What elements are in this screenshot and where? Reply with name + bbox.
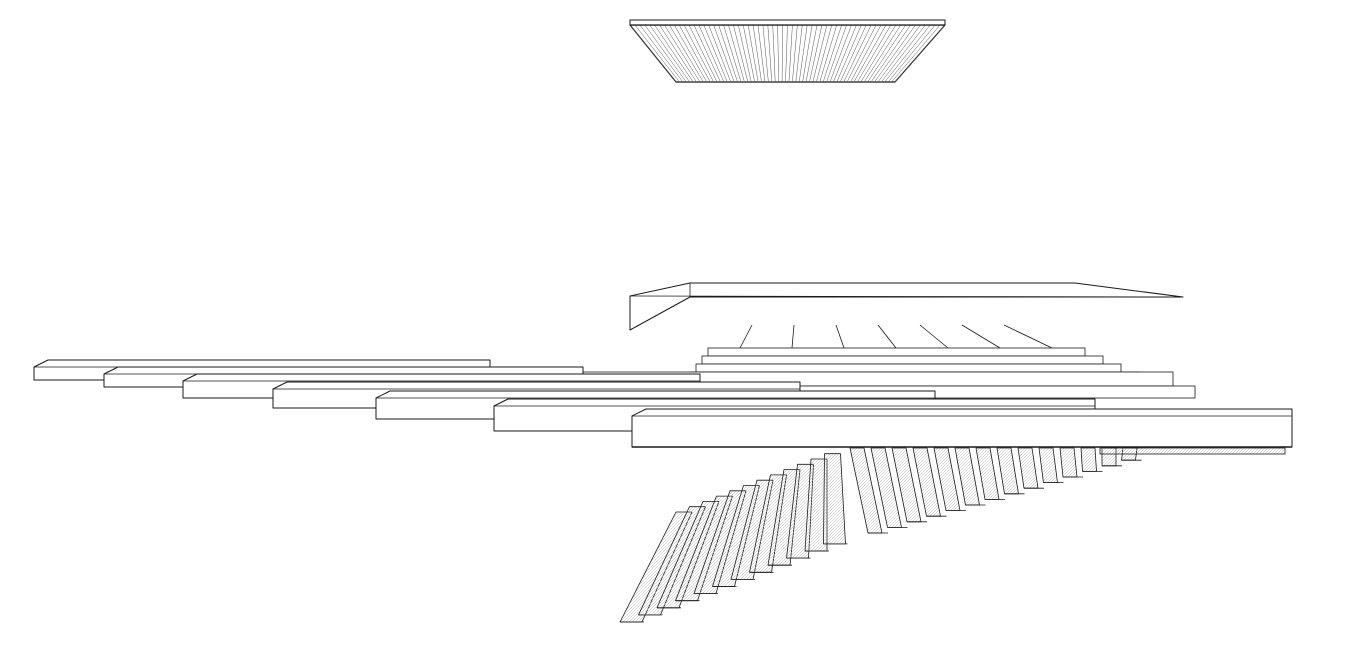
baffle-fin (644, 24, 687, 83)
baffle-panel-top-edge (629, 19, 946, 26)
cantilever-slab (631, 408, 1293, 448)
baffle-fin (747, 24, 759, 83)
baffle-fin (678, 24, 711, 83)
baffle-fin (840, 24, 867, 83)
baffle-fin (723, 24, 742, 83)
baffle-fin (693, 24, 721, 83)
baffle-fin (708, 24, 731, 83)
baffle-fin (870, 24, 911, 83)
canopy-plate-lower-edge (629, 295, 1184, 298)
descending-tread (975, 447, 1000, 500)
connector-rod (739, 324, 753, 349)
upper-tier (707, 347, 1086, 357)
connector-rod (919, 324, 949, 349)
baffle-fin (683, 24, 714, 83)
baffle-fin (733, 24, 749, 83)
connector-rods (739, 324, 1053, 349)
baffle-fin (659, 24, 697, 83)
baffle-fin (669, 24, 704, 83)
baffle-fin (877, 24, 921, 83)
baffle-fin (802, 24, 813, 83)
upper-tier (695, 363, 1122, 373)
baffle-fin (805, 24, 818, 83)
baffle-fin (792, 24, 798, 83)
baffle-fin (762, 24, 769, 83)
upper-tier (701, 355, 1104, 365)
connector-rod (877, 324, 897, 349)
baffle-fin (634, 24, 680, 83)
baffle-fin (674, 24, 708, 83)
baffle-fin (891, 24, 941, 83)
descending-tread (1080, 447, 1097, 472)
baffle-fin (654, 24, 694, 83)
baffle-fin (728, 24, 745, 83)
descending-tread (1017, 447, 1039, 489)
baffle-panel-outline (629, 24, 946, 83)
cantilever-slabs (33, 359, 1293, 448)
baffle-fin (777, 24, 779, 83)
canopy-plate (629, 282, 1184, 331)
connector-rod (791, 324, 795, 349)
baffle-fin (833, 24, 857, 83)
baffle-fin (664, 24, 701, 83)
baffle-fin (812, 24, 828, 83)
baffle-fin (713, 24, 735, 83)
baffle-fin (785, 24, 788, 83)
baffle-fin (688, 24, 718, 83)
baffle-fin (829, 24, 852, 83)
baffle-fin (843, 24, 872, 83)
stair-base-rail (1099, 447, 1286, 455)
ceiling-baffle-panel (629, 19, 946, 83)
baffle-fin (881, 24, 926, 83)
baffle-fin (850, 24, 882, 83)
baffle-fin (788, 24, 793, 83)
baffle-fin (649, 24, 690, 83)
descending-tread (1038, 447, 1058, 484)
baffle-fin (718, 24, 738, 83)
baffle-fin (857, 24, 892, 83)
baffle-fin (795, 24, 803, 83)
baffle-fin (860, 24, 896, 83)
baffle-fin (772, 24, 776, 83)
baffle-fin (863, 24, 901, 83)
baffle-fin (798, 24, 808, 83)
baffle-fin (894, 24, 946, 83)
baffle-fin (822, 24, 842, 83)
baffle-fin (819, 24, 837, 83)
baffle-fin (887, 24, 936, 83)
baffle-fin (884, 24, 931, 83)
connector-rod (1003, 324, 1053, 349)
baffle-fin (781, 24, 783, 83)
baffle-fin (738, 24, 752, 83)
baffle-fin (698, 24, 725, 83)
connector-rod (835, 324, 845, 349)
baffle-fin (742, 24, 755, 83)
baffle-fin (809, 24, 823, 83)
baffle-fin (752, 24, 762, 83)
baffle-fin (757, 24, 766, 83)
baffle-fin (846, 24, 877, 83)
baffle-fin (767, 24, 773, 83)
baffle-fin (703, 24, 728, 83)
baffle-fin (629, 24, 677, 83)
baffle-fin (867, 24, 906, 83)
baffle-fin (874, 24, 916, 83)
canopy-plate-body (629, 282, 1184, 331)
baffle-fin (836, 24, 862, 83)
ascending-tread (823, 453, 846, 545)
descending-tread (1059, 447, 1078, 478)
stair-assembly (619, 447, 1286, 623)
baffle-fin (639, 24, 684, 83)
descending-tread (954, 447, 980, 506)
baffle-fin (816, 24, 833, 83)
baffle-fin (853, 24, 887, 83)
descending-tread (996, 447, 1019, 495)
connector-rod (961, 324, 1001, 349)
baffle-fin (826, 24, 847, 83)
